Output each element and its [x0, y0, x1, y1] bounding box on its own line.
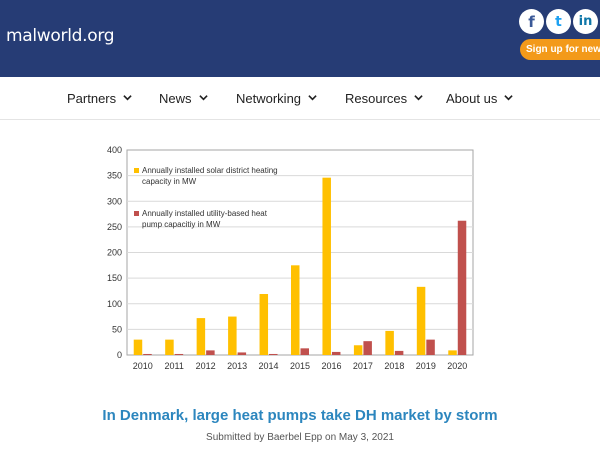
chevron-down-icon [504, 95, 514, 101]
x-tick-label: 2015 [290, 361, 310, 371]
bar-solar [448, 350, 457, 355]
nav-item-label: About us [446, 91, 498, 106]
bar-chart: 0 50 100 150 200 250 300 350 400 2010 2011 2012 201… [107, 145, 474, 371]
x-tick-label: 2018 [384, 361, 404, 371]
article-title[interactable]: In Denmark, large heat pumps take DH mar… [102, 407, 498, 424]
legend-swatch-solar [134, 168, 139, 173]
linkedin-icon[interactable]: in [573, 9, 598, 34]
x-tick-label: 2019 [416, 361, 436, 371]
nav-item-partners[interactable]: Partners [67, 91, 132, 106]
x-tick-label: 2016 [321, 361, 341, 371]
bar-heatpump [237, 352, 247, 355]
site-logo[interactable]: malworld.org [6, 26, 115, 46]
bar-solar [322, 177, 331, 355]
y-tick-label: 100 [107, 299, 122, 309]
chevron-down-icon [123, 95, 132, 101]
facebook-icon[interactable]: f [519, 9, 544, 34]
x-tick-label: 2012 [196, 361, 216, 371]
y-tick-label: 50 [112, 324, 122, 334]
bar-heatpump [457, 220, 467, 355]
chevron-down-icon [198, 95, 208, 101]
legend-solar-line1: Annually installed solar district heatin… [142, 166, 278, 175]
bar-solar [228, 316, 237, 355]
y-tick-label: 300 [107, 196, 122, 206]
y-tick-label: 200 [107, 248, 122, 258]
legend-solar-line2: capacity in MW [142, 177, 197, 186]
newsletter-signup-button[interactable]: Sign up for newsletter [520, 39, 600, 60]
bar-solar [133, 339, 143, 355]
y-tick-label: 150 [107, 273, 122, 283]
nav-item-label: Partners [67, 91, 117, 106]
bar-heatpump [426, 339, 435, 355]
y-tick-label: 400 [107, 145, 122, 155]
bar-heatpump [363, 341, 372, 355]
chevron-down-icon [414, 95, 423, 101]
bar-solar [291, 265, 300, 355]
legend-heatpump-line1: Annually installed utility-based heat [142, 209, 268, 218]
x-tick-label: 2017 [353, 361, 373, 371]
legend-swatch-heatpump [134, 211, 139, 216]
x-tick-label: 2010 [133, 361, 153, 371]
y-tick-label: 0 [117, 350, 122, 360]
bar-heatpump [331, 351, 341, 355]
x-tick-label: 2011 [165, 361, 184, 371]
nav-item-about-us[interactable]: About us [446, 91, 514, 106]
x-tick-label: 2013 [227, 361, 247, 371]
legend-heatpump-line2: pump capacitiy in MW [142, 220, 221, 229]
bar-solar [385, 330, 394, 355]
bar-heatpump [394, 350, 404, 355]
nav-item-news[interactable]: News [159, 91, 208, 106]
x-tick-label: 2014 [259, 361, 279, 371]
main-nav: Partners News Networking Resources About… [0, 77, 600, 120]
bar-solar [165, 339, 174, 355]
bar-heatpump [143, 353, 152, 355]
bar-solar [196, 318, 206, 355]
chevron-down-icon [308, 95, 317, 101]
bar-heatpump [269, 353, 278, 355]
nav-item-label: Networking [236, 91, 302, 106]
nav-item-resources[interactable]: Resources [345, 91, 423, 106]
y-tick-label: 250 [107, 222, 122, 232]
nav-item-label: News [159, 91, 192, 106]
nav-item-networking[interactable]: Networking [236, 91, 317, 106]
nav-item-label: Resources [345, 91, 408, 106]
x-tick-label: 2020 [447, 361, 467, 371]
bar-solar [353, 345, 363, 355]
bar-heatpump [300, 348, 309, 355]
article-byline: Submitted by Baerbel Epp on May 3, 2021 [206, 432, 394, 443]
bar-solar [259, 294, 269, 355]
bar-heatpump [206, 350, 215, 355]
bar-heatpump [174, 353, 184, 355]
twitter-icon[interactable]: t [546, 9, 571, 34]
bar-solar [416, 286, 426, 355]
y-tick-label: 350 [107, 171, 122, 181]
site-header: malworld.org f t in Sign up for newslett… [0, 0, 600, 77]
